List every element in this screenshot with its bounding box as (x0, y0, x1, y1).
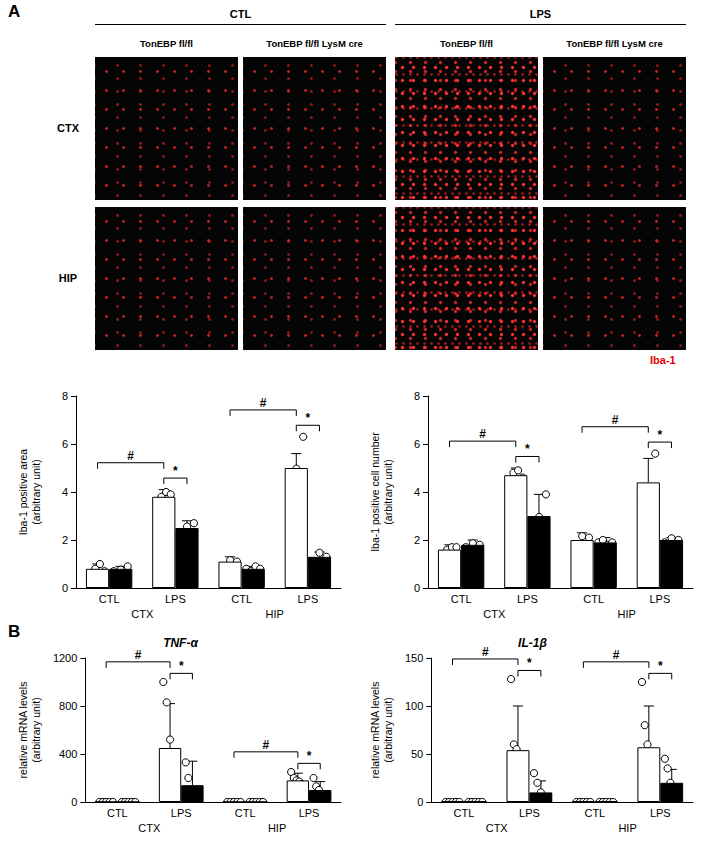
svg-text:50: 50 (411, 748, 423, 760)
svg-text:(arbitrary unit): (arbitrary unit) (382, 459, 394, 524)
svg-text:#: # (479, 427, 486, 441)
svg-text:LPS: LPS (517, 593, 538, 605)
html-text:TonEBP fl/fl LysM cre: TonEBP fl/fl LysM cre (566, 38, 663, 49)
svg-text:CTX: CTX (138, 822, 161, 834)
svg-text:800: 800 (59, 700, 77, 712)
html-text:CTX: CTX (57, 121, 79, 134)
svg-text:#: # (482, 645, 489, 659)
svg-text:CTL: CTL (451, 593, 472, 605)
svg-text:*: * (179, 659, 184, 673)
html-text:TonEBP fl/fl: TonEBP fl/fl (440, 38, 493, 49)
svg-text:relative mRNA levels: relative mRNA levels (369, 682, 381, 779)
svg-text:(arbitrary unit): (arbitrary unit) (30, 697, 42, 762)
svg-text:0: 0 (62, 582, 68, 594)
svg-text:HIP: HIP (618, 822, 636, 834)
svg-text:*: * (658, 428, 663, 442)
svg-text:HIP: HIP (266, 608, 284, 620)
html-text:A: A (8, 2, 21, 21)
svg-text:LPS: LPS (165, 593, 186, 605)
svg-text:#: # (127, 449, 134, 463)
svg-text:HIP: HIP (618, 608, 636, 620)
html-text:LPS: LPS (529, 8, 552, 20)
html-text:CTL: CTL (229, 8, 252, 20)
svg-text:#: # (613, 648, 620, 662)
svg-text:4: 4 (414, 486, 420, 498)
html-text:HIP: HIP (58, 271, 78, 284)
svg-text:CTL: CTL (584, 807, 605, 819)
svg-text:CTL: CTL (107, 807, 128, 819)
svg-text:CTL: CTL (583, 593, 604, 605)
svg-text:2: 2 (62, 534, 68, 546)
svg-text:#: # (612, 413, 619, 427)
html-text:TonEBP fl/fl LysM cre: TonEBP fl/fl LysM cre (266, 38, 363, 49)
svg-text:LPS: LPS (171, 807, 192, 819)
svg-text:150: 150 (405, 652, 423, 664)
svg-text:LPS: LPS (297, 593, 318, 605)
svg-text:0: 0 (71, 796, 77, 808)
svg-text:*: * (307, 749, 312, 763)
svg-text:CTX: CTX (486, 822, 509, 834)
svg-text:LPS: LPS (650, 807, 671, 819)
svg-text:CTL: CTL (231, 593, 252, 605)
svg-text:#: # (135, 648, 142, 662)
svg-text:LPS: LPS (299, 807, 320, 819)
svg-text:CTL: CTL (454, 807, 475, 819)
svg-text:(arbitrary unit): (arbitrary unit) (30, 459, 42, 524)
svg-text:1200: 1200 (53, 652, 77, 664)
svg-text:CTX: CTX (131, 608, 154, 620)
svg-text:#: # (263, 738, 270, 752)
svg-text:8: 8 (414, 390, 420, 402)
svg-text:Iba-1 positive area: Iba-1 positive area (17, 449, 29, 536)
svg-text:CTL: CTL (99, 593, 120, 605)
svg-text:6: 6 (414, 438, 420, 450)
svg-text:100: 100 (405, 700, 423, 712)
svg-text:2: 2 (414, 534, 420, 546)
svg-text:6: 6 (62, 438, 68, 450)
svg-text:LPS: LPS (649, 593, 670, 605)
svg-text:(arbitrary unit): (arbitrary unit) (382, 697, 394, 762)
svg-text:400: 400 (59, 748, 77, 760)
svg-text:HIP: HIP (268, 822, 286, 834)
svg-text:relative mRNA levels: relative mRNA levels (17, 682, 29, 779)
svg-text:8: 8 (62, 390, 68, 402)
svg-text:CTL: CTL (235, 807, 256, 819)
svg-text:#: # (260, 396, 267, 410)
html-text:TonEBP fl/fl: TonEBP fl/fl (140, 38, 193, 49)
svg-text:*: * (525, 442, 530, 456)
svg-text:IL-1β: IL-1β (518, 636, 547, 650)
html-text:Iba-1: Iba-1 (650, 354, 676, 366)
svg-text:*: * (658, 659, 663, 673)
svg-text:Iba-1 positive cell number: Iba-1 positive cell number (369, 432, 381, 552)
svg-text:0: 0 (414, 582, 420, 594)
svg-text:TNF-α: TNF-α (163, 636, 198, 650)
svg-text:*: * (173, 464, 178, 478)
svg-text:CTX: CTX (483, 608, 506, 620)
svg-text:4: 4 (62, 486, 68, 498)
svg-text:*: * (527, 656, 532, 670)
svg-text:LPS: LPS (519, 807, 540, 819)
html-text:B: B (8, 622, 21, 641)
svg-text:0: 0 (417, 796, 423, 808)
svg-text:*: * (306, 411, 311, 425)
